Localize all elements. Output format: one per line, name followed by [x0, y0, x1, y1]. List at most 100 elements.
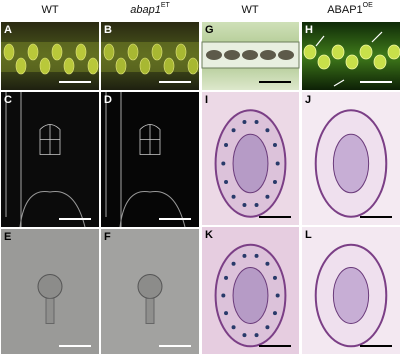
seed	[3, 43, 15, 61]
seed	[260, 50, 276, 60]
cell-nucleus	[224, 179, 229, 184]
seed	[278, 50, 294, 60]
arrow	[333, 79, 345, 87]
cell-nucleus	[254, 202, 259, 207]
panel-letter: F	[104, 231, 111, 243]
seed	[206, 50, 222, 60]
seed	[331, 44, 345, 60]
seed	[63, 57, 75, 75]
panel-letter: D	[104, 94, 112, 106]
cell-nucleus	[221, 293, 226, 298]
seed	[373, 54, 387, 70]
cell-outline	[105, 92, 161, 227]
panel: J	[302, 92, 400, 225]
embryo	[37, 274, 63, 299]
seed	[303, 44, 317, 60]
cell-nucleus	[265, 128, 270, 133]
panel: G	[201, 22, 300, 90]
cell-nucleus	[221, 161, 226, 166]
header-text: WT	[241, 4, 258, 16]
cell-outline	[5, 92, 61, 227]
cell-nucleus	[231, 194, 236, 199]
cell-nucleus	[231, 128, 236, 133]
embryo-sac	[332, 133, 370, 194]
embryo-sac	[232, 133, 269, 194]
seed	[15, 57, 27, 75]
seed	[387, 44, 400, 60]
panel: E	[1, 229, 99, 354]
seed	[224, 50, 240, 60]
column-headers: WT abap1ET WT ABAP1OE	[41, 2, 373, 16]
header-superscript: ET	[161, 2, 171, 9]
cell-nucleus	[242, 333, 247, 338]
panels: A B C D E F G H I J K L	[1, 22, 400, 354]
panel-letter: K	[205, 229, 213, 241]
cell-nucleus	[272, 311, 277, 316]
panel: L	[302, 227, 400, 354]
header-superscript: OE	[363, 2, 373, 9]
seed	[103, 43, 115, 61]
column-header: WT	[241, 4, 258, 16]
panel-letter: C	[4, 94, 12, 106]
cell-nucleus	[265, 325, 270, 330]
cell-nucleus	[242, 253, 247, 258]
tissue	[119, 190, 186, 228]
seed	[175, 43, 187, 61]
cell-nucleus	[231, 261, 236, 266]
cell-nucleus	[272, 179, 277, 184]
seed	[51, 43, 63, 61]
seed	[127, 43, 139, 61]
seed	[75, 43, 87, 61]
panel: H	[302, 22, 400, 90]
seed	[115, 57, 127, 75]
cell-nucleus	[272, 143, 277, 148]
seed	[242, 50, 258, 60]
seed	[87, 57, 99, 75]
panel-letter: L	[305, 229, 312, 241]
cell-nucleus	[272, 275, 277, 280]
panel-letter: J	[305, 94, 311, 106]
panel: F	[101, 229, 199, 354]
cell-nucleus	[254, 253, 259, 258]
cell-nucleus	[265, 194, 270, 199]
cell-nucleus	[224, 275, 229, 280]
panel-letter: A	[4, 24, 12, 36]
panel-image	[101, 92, 199, 227]
panel: K	[202, 227, 299, 354]
seed	[187, 57, 199, 75]
suspensor	[145, 298, 155, 324]
panel: A	[1, 22, 99, 90]
panel: I	[202, 92, 299, 225]
cell-nucleus	[265, 261, 270, 266]
column-header: ABAP1OE	[327, 2, 373, 16]
embryo	[137, 274, 163, 299]
panel-letter: B	[104, 24, 112, 36]
header-text: abap1	[130, 4, 161, 16]
panel-letter: E	[4, 231, 11, 243]
seed	[27, 43, 39, 61]
cell-nucleus	[224, 311, 229, 316]
seed	[359, 44, 373, 60]
cell-nucleus	[275, 293, 280, 298]
seed	[39, 57, 51, 75]
panel: D	[101, 92, 199, 228]
column-header: WT	[41, 4, 58, 16]
cell-nucleus	[275, 161, 280, 166]
cell-nucleus	[231, 325, 236, 330]
embryo-sac	[232, 267, 269, 324]
panel: C	[1, 92, 99, 228]
cell-nucleus	[242, 202, 247, 207]
panel-letter: H	[305, 24, 313, 36]
cell-nucleus	[242, 120, 247, 125]
panel: B	[101, 22, 199, 90]
panel-letter: I	[205, 94, 208, 106]
tissue	[19, 190, 86, 228]
arrow	[315, 35, 325, 47]
seed	[139, 57, 151, 75]
panel-image	[1, 92, 99, 227]
cell-nucleus	[254, 120, 259, 125]
suspensor	[45, 298, 55, 324]
seed	[345, 54, 359, 70]
seed	[151, 43, 163, 61]
cell-nucleus	[224, 143, 229, 148]
